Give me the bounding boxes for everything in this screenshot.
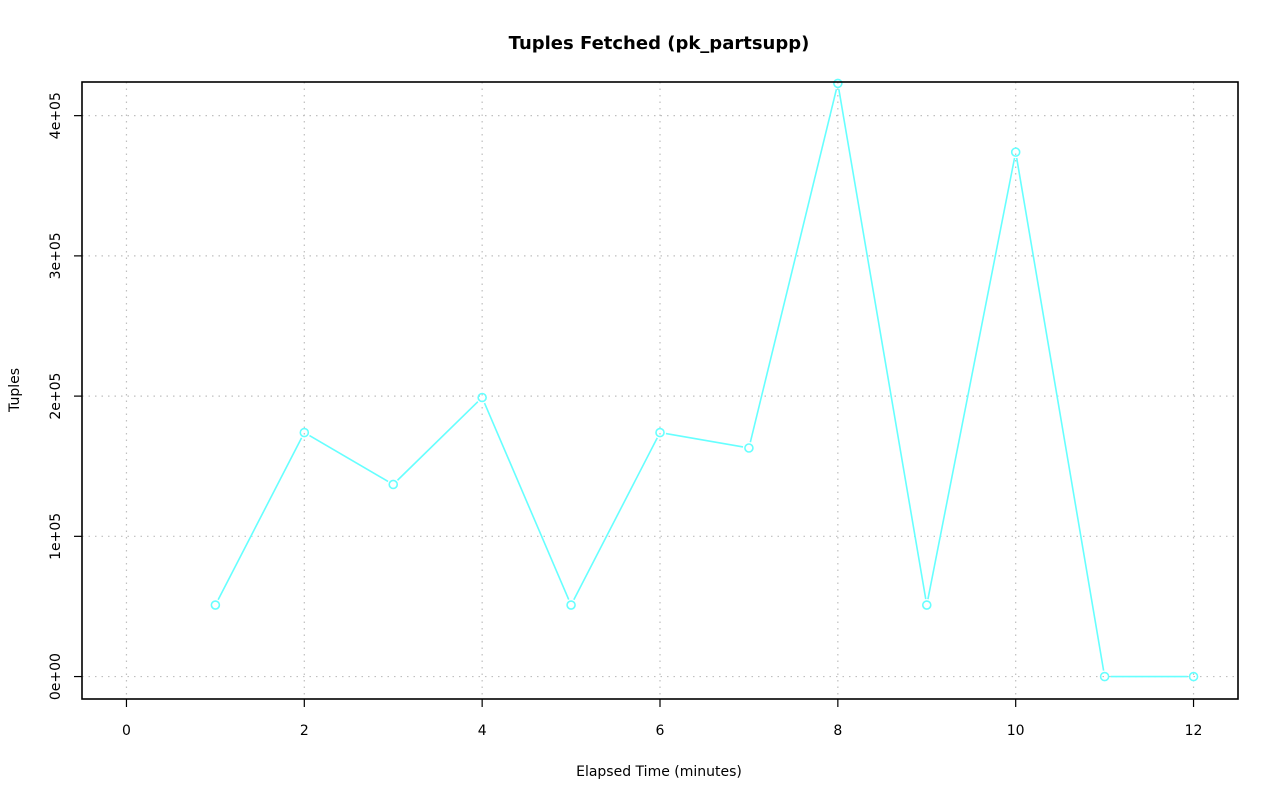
grid bbox=[82, 82, 1238, 699]
data-point bbox=[1099, 671, 1110, 682]
y-tick-label: 1e+05 bbox=[48, 513, 64, 560]
plot-frame bbox=[81, 81, 1239, 700]
series-layer bbox=[210, 78, 1199, 682]
series-line-segment bbox=[1015, 157, 1105, 671]
data-point bbox=[388, 479, 399, 490]
series-line-segment bbox=[483, 402, 570, 600]
x-tick-label: 8 bbox=[833, 723, 842, 739]
data-point bbox=[744, 443, 754, 453]
x-tick-label: 6 bbox=[656, 723, 665, 739]
x-tick-label: 4 bbox=[478, 723, 487, 739]
data-point bbox=[566, 600, 576, 610]
series-line-segment bbox=[927, 157, 1016, 600]
series-line-segment bbox=[838, 89, 927, 600]
data-point bbox=[210, 600, 221, 610]
y-axis-label: Tuples bbox=[7, 368, 23, 413]
x-tick-label: 0 bbox=[122, 723, 131, 739]
y-axis: 0e+00 1e+05 2e+05 3e+05 4e+05 bbox=[48, 92, 82, 700]
data-point bbox=[1188, 671, 1199, 682]
data-point bbox=[299, 427, 310, 438]
y-tick-label: 4e+05 bbox=[48, 92, 64, 139]
x-tick-label: 10 bbox=[1007, 723, 1025, 739]
x-tick-label: 2 bbox=[300, 723, 309, 739]
data-point bbox=[921, 600, 932, 610]
y-tick-label: 3e+05 bbox=[48, 232, 64, 279]
data-point bbox=[477, 392, 487, 403]
y-tick-label: 0e+00 bbox=[48, 653, 64, 700]
x-axis-label: Elapsed Time (minutes) bbox=[576, 764, 742, 780]
series-line-segment bbox=[309, 434, 389, 483]
x-tick-label: 12 bbox=[1185, 723, 1203, 739]
data-point bbox=[833, 78, 843, 89]
chart-title: Tuples Fetched (pk_partsupp) bbox=[509, 33, 810, 54]
x-axis: 0 2 4 6 8 10 12 bbox=[122, 699, 1202, 739]
series-line-segment bbox=[749, 89, 838, 443]
series-line-segment bbox=[217, 437, 303, 601]
y-tick-label: 2e+05 bbox=[48, 373, 64, 420]
data-point bbox=[655, 427, 665, 438]
series-line-segment bbox=[665, 432, 744, 448]
series-line-segment bbox=[396, 401, 479, 481]
series-line-segment bbox=[573, 437, 658, 601]
data-point bbox=[1010, 147, 1021, 157]
